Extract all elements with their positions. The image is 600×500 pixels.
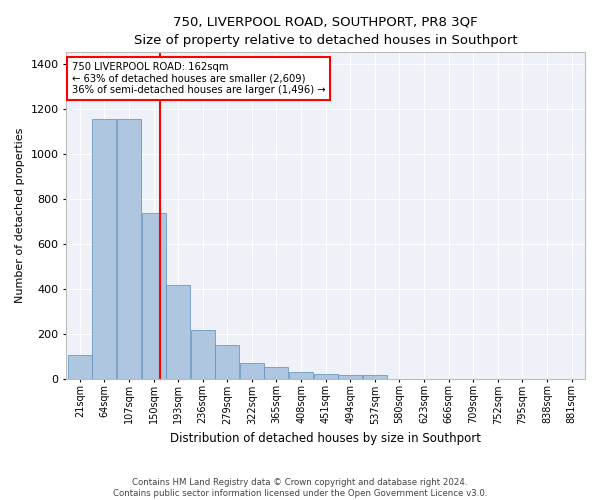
Title: 750, LIVERPOOL ROAD, SOUTHPORT, PR8 3QF
Size of property relative to detached ho: 750, LIVERPOOL ROAD, SOUTHPORT, PR8 3QF … xyxy=(134,15,517,47)
Bar xyxy=(363,375,387,378)
Text: Contains HM Land Registry data © Crown copyright and database right 2024.
Contai: Contains HM Land Registry data © Crown c… xyxy=(113,478,487,498)
Bar xyxy=(215,346,239,378)
Bar xyxy=(166,285,190,378)
Bar xyxy=(117,118,141,378)
Bar xyxy=(265,368,289,378)
Y-axis label: Number of detached properties: Number of detached properties xyxy=(15,128,25,303)
X-axis label: Distribution of detached houses by size in Southport: Distribution of detached houses by size … xyxy=(170,432,481,445)
Bar xyxy=(240,363,264,378)
Bar xyxy=(142,213,166,378)
Text: 750 LIVERPOOL ROAD: 162sqm
← 63% of detached houses are smaller (2,609)
36% of s: 750 LIVERPOOL ROAD: 162sqm ← 63% of deta… xyxy=(71,62,325,96)
Bar xyxy=(314,374,338,378)
Bar xyxy=(338,374,362,378)
Bar xyxy=(92,118,116,378)
Bar xyxy=(68,355,92,378)
Bar xyxy=(289,372,313,378)
Bar xyxy=(191,330,215,378)
